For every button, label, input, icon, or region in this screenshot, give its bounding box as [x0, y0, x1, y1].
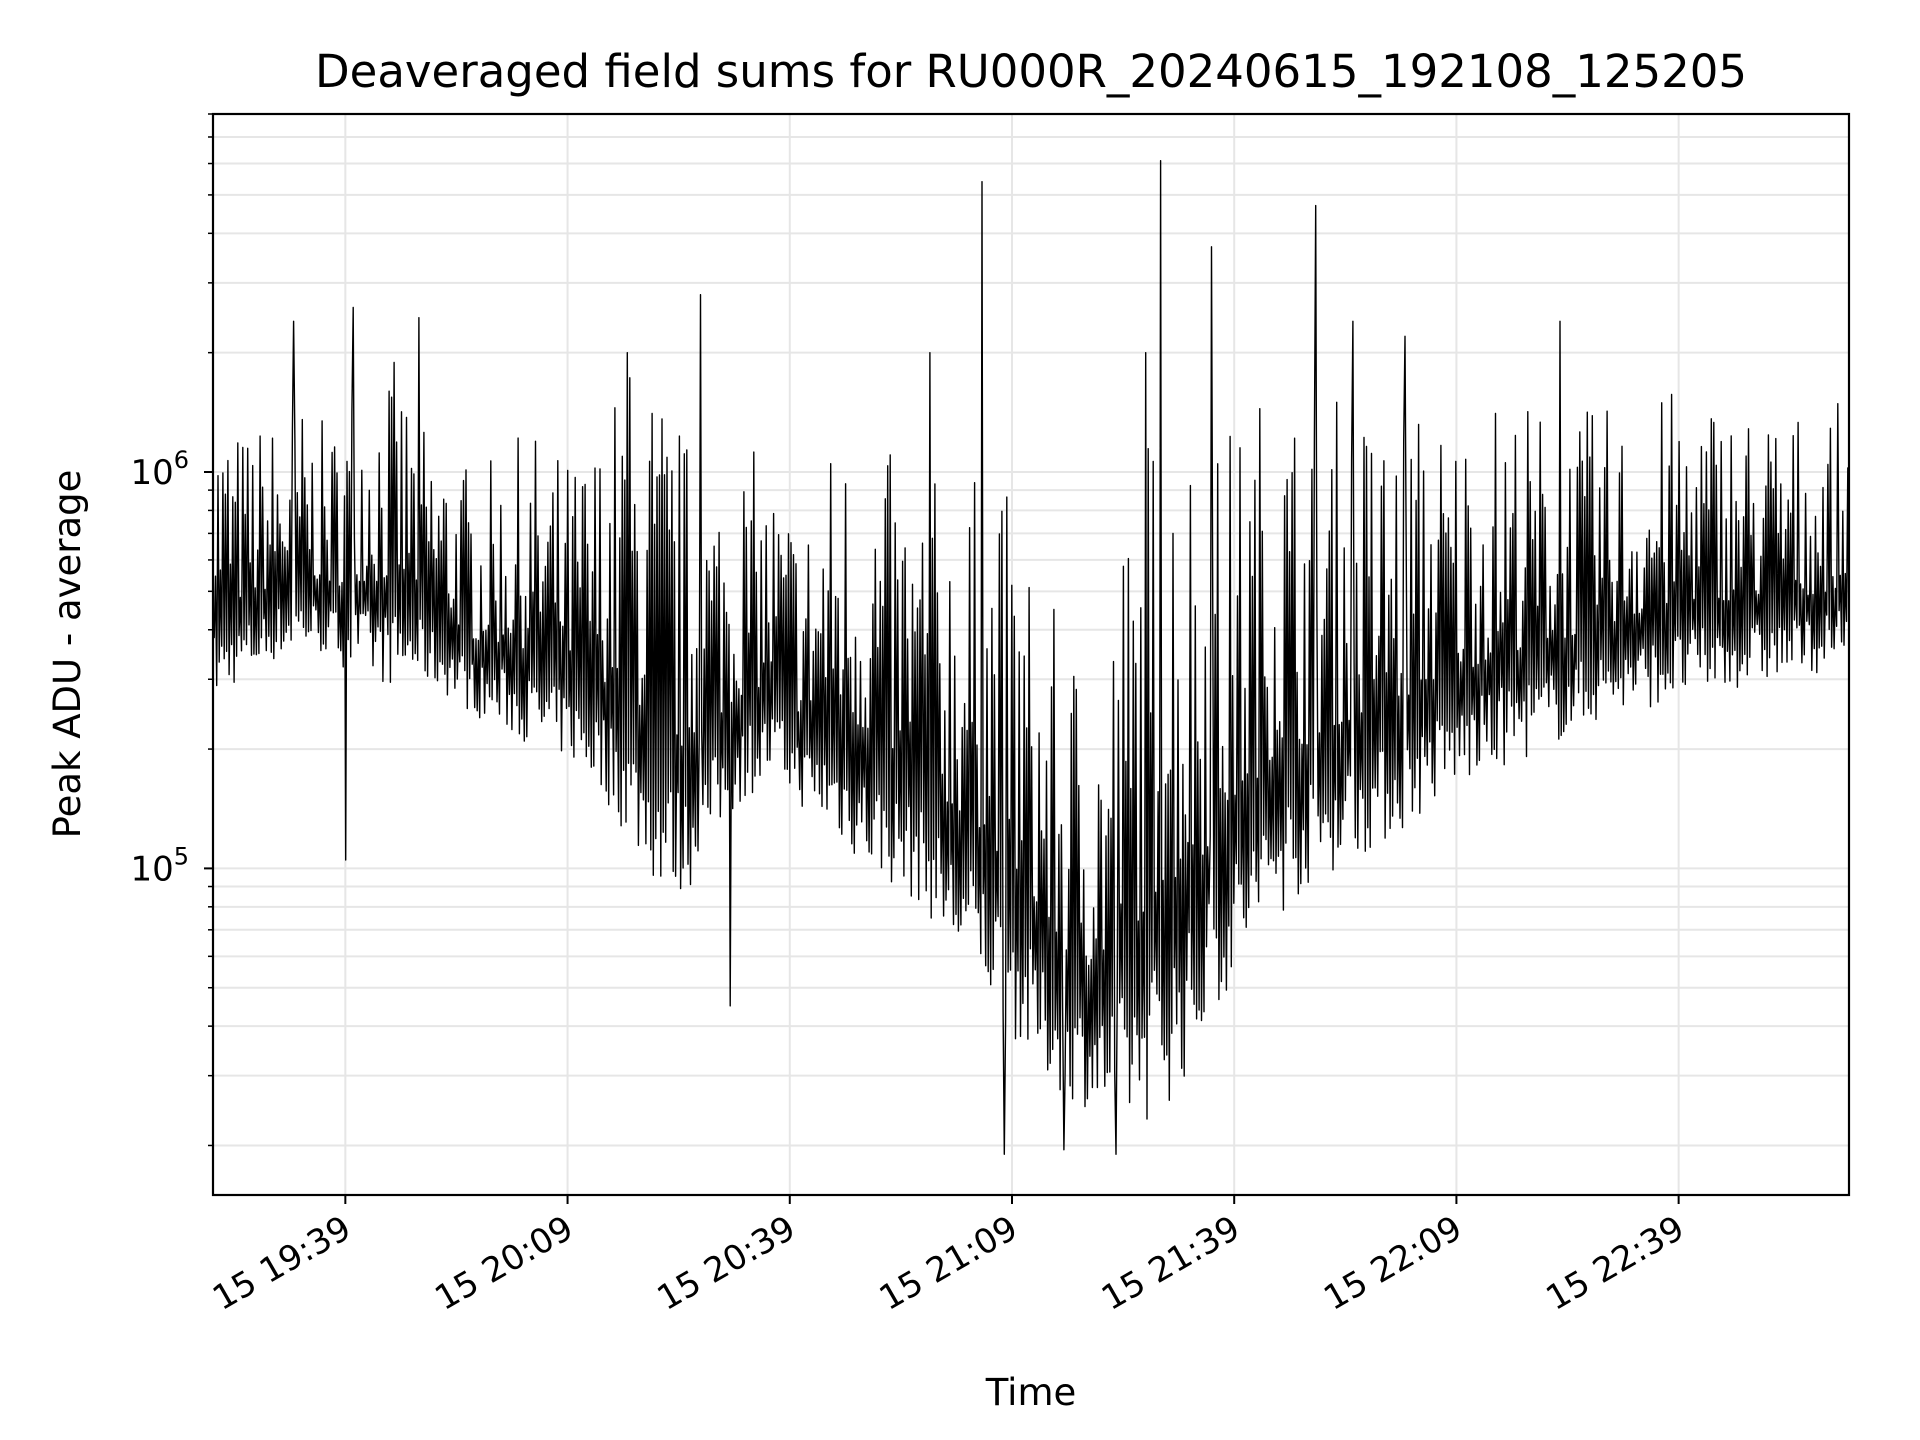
y-tick-label: 106	[130, 446, 189, 493]
x-tick-label: 15 21:09	[873, 1208, 1025, 1319]
x-tick-label: 15 19:39	[206, 1208, 358, 1319]
x-tick-label: 15 22:39	[1539, 1208, 1691, 1319]
y-tick-label: 105	[130, 842, 189, 889]
x-tick-label: 15 22:09	[1317, 1208, 1469, 1319]
x-tick-label: 15 20:09	[428, 1208, 580, 1319]
series-line	[212, 160, 1850, 1155]
x-tick-label: 15 20:39	[651, 1208, 803, 1319]
chart-title: Deaveraged field sums for RU000R_2024061…	[315, 45, 1747, 98]
x-tick-label: 15 21:39	[1095, 1208, 1247, 1319]
y-axis-title: Peak ADU - average	[46, 470, 89, 839]
series-layer	[212, 160, 1850, 1155]
y-axis-ticks: 105 106	[130, 113, 213, 1147]
x-axis-ticks: 15 19:39 15 20:09 15 20:39 15 21:09 15 21:39…	[206, 1195, 1691, 1319]
x-axis-title: Time	[985, 1371, 1077, 1414]
plot-frame	[211, 112, 1851, 1197]
